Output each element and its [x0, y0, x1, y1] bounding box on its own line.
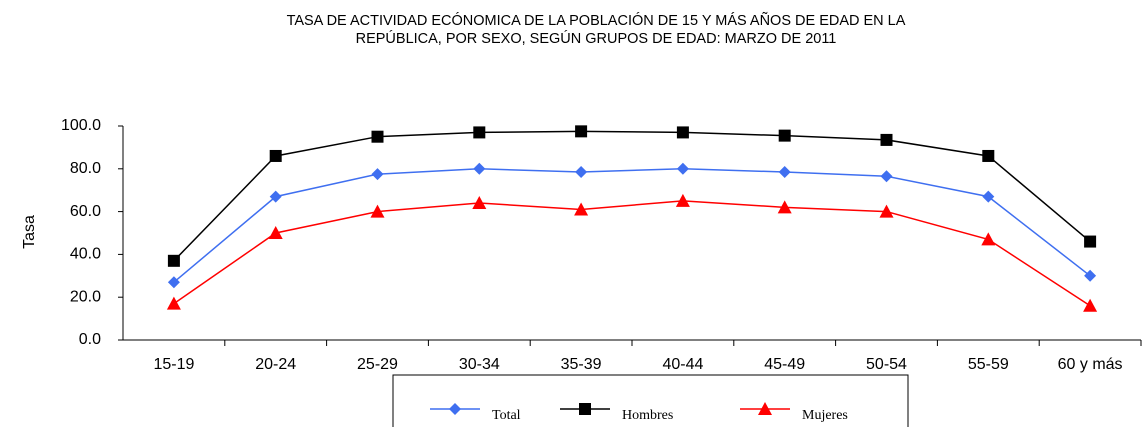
marker — [269, 190, 282, 203]
x-tick-label: 35-39 — [561, 356, 602, 373]
marker — [167, 254, 180, 267]
y-tick-label: 40.0 — [70, 246, 101, 263]
x-tick-label: 60 y más — [1058, 356, 1123, 373]
x-tick-label: 20-24 — [255, 356, 296, 373]
x-tick-label: 55-59 — [968, 356, 1009, 373]
marker — [880, 170, 893, 183]
legend-box — [392, 374, 909, 427]
legend-marker — [758, 402, 772, 415]
marker — [1083, 298, 1098, 312]
marker — [676, 126, 689, 139]
marker — [167, 276, 180, 289]
marker — [982, 149, 995, 162]
marker — [1084, 269, 1097, 282]
legend-marker — [449, 403, 461, 415]
marker — [472, 196, 487, 210]
marker — [778, 166, 791, 179]
marker — [880, 133, 893, 146]
marker — [1084, 235, 1097, 248]
x-tick-label: 30-34 — [459, 356, 500, 373]
marker — [676, 162, 689, 175]
marker — [269, 149, 282, 162]
marker — [371, 168, 384, 181]
x-tick-label: 50-54 — [866, 356, 907, 373]
series-line — [173, 168, 1091, 283]
chart-title: TASA DE ACTIVIDAD ECÓNOMICA DE LA POBLAC… — [287, 12, 906, 29]
marker — [166, 296, 181, 310]
y-tick-label: 80.0 — [70, 160, 101, 177]
marker — [675, 193, 690, 207]
x-tick-label: 25-29 — [357, 356, 398, 373]
series-line — [173, 200, 1091, 307]
x-tick-label: 15-19 — [153, 356, 194, 373]
marker — [370, 204, 385, 218]
y-tick-label: 0.0 — [79, 331, 101, 348]
y-tick-label: 100.0 — [61, 117, 101, 134]
y-tick-label: 60.0 — [70, 203, 101, 220]
y-axis-title: Tasa — [21, 215, 38, 249]
legend-label: Mujeres — [802, 408, 848, 423]
marker — [879, 204, 894, 218]
legend-label: Total — [492, 408, 521, 423]
marker — [268, 226, 283, 239]
x-tick-label: 40-44 — [662, 356, 703, 373]
marker — [981, 232, 996, 246]
marker — [575, 166, 588, 179]
chart-subtitle: REPÚBLICA, POR SEXO, SEGÚN GRUPOS DE EDA… — [356, 30, 837, 47]
marker — [575, 125, 588, 138]
marker — [777, 200, 792, 214]
legend-marker — [579, 403, 591, 415]
y-tick-label: 20.0 — [70, 288, 101, 305]
marker — [574, 202, 589, 216]
marker — [473, 126, 486, 139]
marker — [982, 190, 995, 203]
x-tick-label: 45-49 — [764, 356, 805, 373]
legend-label: Hombres — [622, 408, 673, 423]
marker — [371, 130, 384, 143]
series-line — [173, 130, 1091, 262]
marker — [473, 162, 486, 175]
marker — [778, 129, 791, 142]
